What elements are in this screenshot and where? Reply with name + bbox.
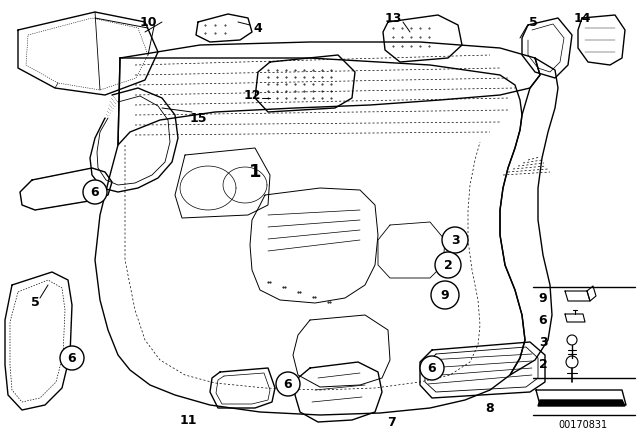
- Text: 6: 6: [68, 352, 76, 365]
- Text: 2: 2: [444, 258, 452, 271]
- Circle shape: [83, 180, 107, 204]
- Text: 7: 7: [388, 415, 396, 428]
- Text: 6: 6: [284, 378, 292, 391]
- Text: 6: 6: [91, 185, 99, 198]
- Circle shape: [431, 281, 459, 309]
- Text: 3: 3: [539, 336, 547, 349]
- Text: 9: 9: [539, 292, 547, 305]
- Circle shape: [276, 372, 300, 396]
- Circle shape: [420, 356, 444, 380]
- Text: 8: 8: [486, 401, 494, 414]
- Text: 5: 5: [31, 296, 40, 309]
- Text: 13: 13: [384, 12, 402, 25]
- Text: 4: 4: [253, 22, 262, 34]
- Text: 11: 11: [179, 414, 196, 426]
- Text: 15: 15: [189, 112, 207, 125]
- Text: 9: 9: [441, 289, 449, 302]
- Text: 5: 5: [529, 16, 538, 29]
- Text: 6: 6: [428, 362, 436, 375]
- Text: 14: 14: [573, 12, 591, 25]
- Polygon shape: [538, 400, 625, 406]
- Circle shape: [60, 346, 84, 370]
- Text: 00170831: 00170831: [559, 420, 607, 430]
- Text: 6: 6: [539, 314, 547, 327]
- Text: 3: 3: [451, 233, 460, 246]
- Text: 1: 1: [249, 163, 261, 181]
- Circle shape: [435, 252, 461, 278]
- Text: 2: 2: [539, 358, 547, 370]
- Text: 10: 10: [140, 16, 157, 29]
- Text: 12: 12: [243, 89, 260, 102]
- Circle shape: [442, 227, 468, 253]
